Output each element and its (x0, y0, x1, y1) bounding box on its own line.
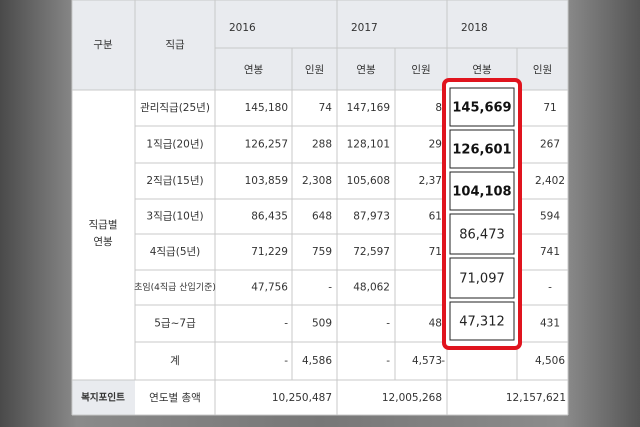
header-cell: 직급 (165, 39, 185, 51)
value-cell: 4,573 (412, 355, 442, 367)
value-cell: 48,062 (353, 282, 390, 294)
value-cell: 61 (429, 211, 442, 223)
value-cell: 2,37 (419, 175, 442, 187)
value-cell: 128,101 (347, 139, 390, 151)
value-cell: 105,608 (347, 175, 390, 187)
value-cell: 4,506 (535, 355, 565, 367)
header-bg (72, 0, 568, 90)
grade-cell: 1직급(20년) (146, 139, 203, 151)
welfare-total: 12,005,268 (382, 392, 442, 404)
value-cell: 147,169 (347, 102, 390, 114)
value-cell: 71,229 (251, 246, 288, 258)
highlight-value: 86,473 (459, 228, 505, 243)
grade-cell: 4직급(5년) (150, 246, 201, 258)
value-cell: 4,586 (302, 355, 332, 367)
highlight-value: 104,108 (452, 185, 511, 200)
group-label: 직급별 연봉 (89, 219, 118, 248)
value-cell: 126,257 (245, 139, 288, 151)
grade-cell: 계 (170, 355, 180, 367)
value-cell: 288 (312, 139, 332, 151)
value-cell: - (284, 318, 288, 330)
value-cell: - (284, 355, 288, 367)
value-cell: 2,308 (302, 175, 332, 187)
year-header: 2016 (229, 22, 256, 34)
year-header: 2018 (461, 22, 488, 34)
highlight-box (449, 257, 515, 299)
highlight-box (449, 129, 515, 169)
value-cell: 267 (540, 139, 560, 151)
value-cell: - (386, 355, 390, 367)
value-cell: - (386, 318, 390, 330)
highlight-box (449, 301, 515, 341)
value-cell: 72,597 (353, 246, 390, 258)
value-cell: 2,402 (535, 175, 565, 187)
value-cell: - (548, 282, 552, 294)
highlight-value: 145,669 (452, 101, 511, 116)
welfare-total: 12,157,621 (506, 392, 566, 404)
highlight-box (449, 87, 515, 127)
grade-cell: 초임(4직급 산입기준) (134, 281, 216, 293)
sub-header: 인원 (411, 64, 430, 76)
value-cell: 145,180 (245, 102, 288, 114)
header-cell: 구분 (93, 39, 113, 51)
value-cell: 759 (312, 246, 332, 258)
welfare-bg (72, 380, 135, 415)
highlight-value: 126,601 (452, 143, 511, 158)
value-cell: 74 (319, 102, 333, 114)
welfare-total: 10,250,487 (272, 392, 332, 404)
value-cell: 71 (429, 246, 442, 258)
sub-header: 연봉 (356, 64, 376, 76)
grade-cell: 2직급(15년) (146, 175, 203, 187)
welfare-label: 복지포인트 (81, 392, 125, 404)
value-cell: 103,859 (245, 175, 288, 187)
sub-header: 연봉 (244, 64, 264, 76)
grade-cell: 5급~7급 (154, 318, 196, 330)
grade-cell: 3직급(10년) (146, 211, 203, 223)
value-cell: 71 (543, 102, 556, 114)
value-cell: 648 (312, 211, 332, 223)
highlight-value: 71,097 (459, 272, 505, 287)
value-cell: - (328, 282, 332, 294)
value-cell: 509 (312, 318, 332, 330)
value-cell: 8 (435, 102, 442, 114)
grade-cell: 관리직급(25년) (140, 102, 210, 114)
value-cell: 48 (429, 318, 442, 330)
welfare-item: 연도별 총액 (149, 392, 201, 404)
year-header: 2017 (351, 22, 378, 34)
highlight-box (449, 171, 515, 211)
sub-header: 인원 (305, 64, 324, 76)
value-cell: 594 (540, 211, 560, 223)
value-cell: - (441, 355, 445, 367)
value-cell: 47,756 (251, 282, 288, 294)
sub-header: 인원 (533, 64, 552, 76)
value-cell: 29 (429, 139, 442, 151)
value-cell: 431 (540, 318, 560, 330)
value-cell: 87,973 (353, 211, 390, 223)
value-cell: 741 (540, 246, 560, 258)
sub-header: 연봉 (472, 64, 492, 76)
highlight-box (449, 213, 515, 255)
highlight-value: 47,312 (459, 315, 505, 330)
value-cell: 86,435 (251, 211, 288, 223)
